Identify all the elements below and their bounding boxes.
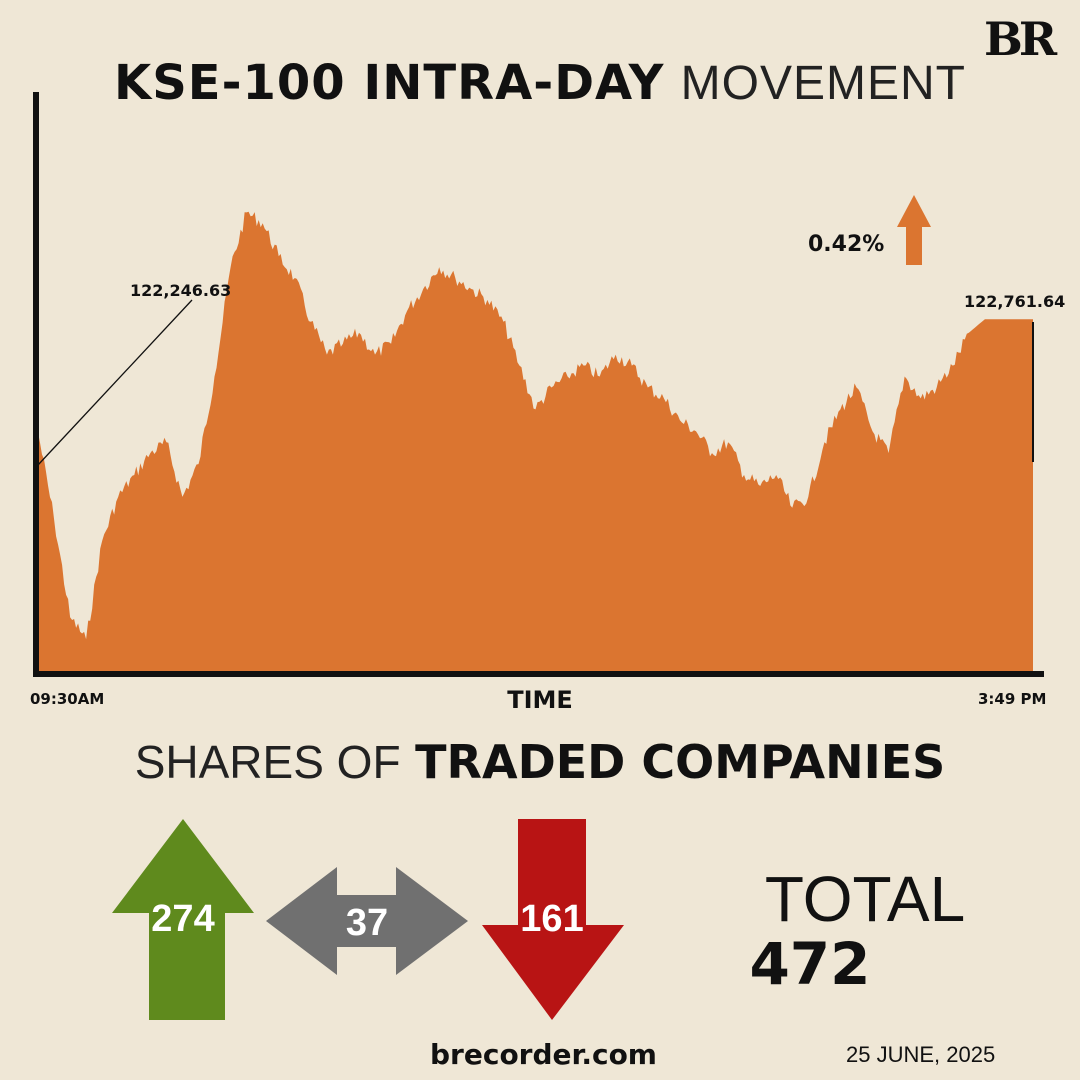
up-arrow-icon	[897, 195, 931, 265]
change-percent: 0.42%	[808, 232, 885, 257]
chart-title: KSE-100 INTRA-DAY MOVEMENT	[0, 55, 1080, 111]
unchanged-arrow: 37	[266, 867, 468, 975]
website-text: brecorder.com	[430, 1038, 657, 1071]
advanced-arrow: 274	[112, 819, 254, 1020]
end-value-label: 122,761.64	[964, 292, 1066, 311]
x-tick-end: 3:49 PM	[978, 690, 1047, 708]
date-text: 25 JUNE, 2025	[846, 1042, 996, 1067]
area-series	[38, 211, 1033, 673]
start-leader-line	[37, 299, 193, 466]
total-label: TOTAL	[764, 863, 966, 935]
traded-arrows: 274 37 161	[112, 819, 624, 1020]
x-tick-start: 09:30AM	[30, 690, 105, 708]
x-axis-label: TIME	[507, 686, 573, 714]
title-bold: KSE-100 INTRA-DAY	[114, 55, 665, 111]
unchanged-count: 37	[346, 902, 388, 944]
traded-heading-light: SHARES OF	[134, 736, 401, 788]
double-arrow-icon	[266, 867, 468, 975]
title-light: MOVEMENT	[680, 57, 966, 110]
total-value: 472	[749, 930, 871, 998]
intraday-chart	[33, 92, 1044, 677]
up-arrow-icon	[112, 819, 254, 1020]
brand-logo: BR	[984, 12, 1057, 66]
down-arrow-icon	[482, 819, 624, 1020]
traded-heading: SHARES OF TRADED COMPANIES	[0, 735, 1080, 789]
declined-count: 161	[520, 898, 583, 940]
declined-arrow: 161	[482, 819, 624, 1020]
advanced-count: 274	[151, 898, 214, 940]
traded-heading-bold: TRADED COMPANIES	[415, 735, 946, 789]
start-value-label: 122,246.63	[130, 281, 232, 300]
